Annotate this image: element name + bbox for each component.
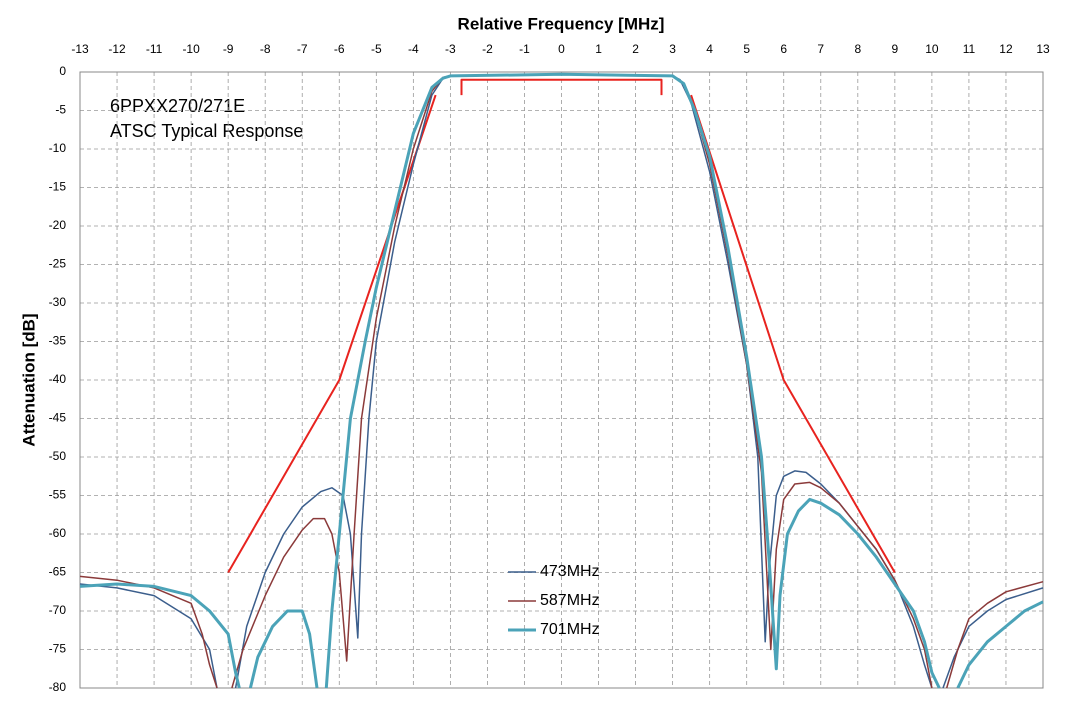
x-tick-label: -10 <box>182 42 200 56</box>
y-tick-label: -15 <box>49 180 67 194</box>
y-tick-label: -10 <box>49 141 67 155</box>
x-tick-label: -7 <box>297 42 308 56</box>
y-tick-label: -60 <box>49 526 67 540</box>
x-tick-label: 3 <box>669 42 676 56</box>
mask-line <box>460 78 663 96</box>
x-tick-label: 6 <box>780 42 787 56</box>
x-tick-label: -1 <box>519 42 530 56</box>
y-tick-label: -70 <box>49 603 67 617</box>
y-tick-label: -65 <box>49 565 67 579</box>
legend-label: 587MHz <box>540 592 600 609</box>
legend-label: 701MHz <box>540 621 600 638</box>
x-tick-label: 10 <box>925 42 939 56</box>
y-tick-label: -55 <box>49 488 67 502</box>
y-tick-label: -45 <box>49 411 67 425</box>
x-tick-label: 1 <box>595 42 602 56</box>
series-line <box>79 72 1044 689</box>
x-tick-label: 0 <box>558 42 565 56</box>
x-tick-label: -5 <box>371 42 382 56</box>
x-tick-label: -2 <box>482 42 493 56</box>
y-tick-label: 0 <box>59 64 66 78</box>
legend-label: 473MHz <box>540 563 600 580</box>
x-tick-label: -12 <box>108 42 126 56</box>
y-tick-label: -75 <box>49 642 67 656</box>
y-tick-label: -5 <box>55 103 66 117</box>
x-tick-label: 5 <box>743 42 750 56</box>
x-tick-label: 7 <box>817 42 824 56</box>
x-tick-label: -13 <box>71 42 89 56</box>
x-tick-label: 2 <box>632 42 639 56</box>
x-tick-label: -11 <box>146 42 163 56</box>
y-tick-label: -40 <box>49 372 67 386</box>
x-tick-label: -3 <box>445 42 456 56</box>
x-tick-label: -9 <box>223 42 234 56</box>
y-tick-label: -50 <box>49 449 67 463</box>
x-tick-label: -4 <box>408 42 419 56</box>
y-axis-title: Attenuation [dB] <box>19 313 38 446</box>
plot-frame <box>79 71 1044 689</box>
y-tick-label: -25 <box>49 257 67 271</box>
y-tick-label: -80 <box>49 680 67 694</box>
x-tick-label: 4 <box>706 42 713 56</box>
annotation: 6PPXX270/271E <box>110 96 245 116</box>
y-tick-label: -30 <box>49 295 67 309</box>
x-tick-label: 9 <box>892 42 899 56</box>
x-tick-label: -6 <box>334 42 345 56</box>
annotation: ATSC Typical Response <box>110 121 303 141</box>
x-tick-label: -8 <box>260 42 271 56</box>
mask-line <box>690 94 896 573</box>
x-tick-label: 11 <box>963 42 976 56</box>
y-tick-label: -35 <box>49 334 67 348</box>
x-tick-label: 8 <box>854 42 861 56</box>
y-tick-label: -20 <box>49 218 67 232</box>
x-axis-title: Relative Frequency [MHz] <box>458 14 665 33</box>
x-tick-label: 12 <box>999 42 1013 56</box>
x-tick-label: 13 <box>1036 42 1050 56</box>
